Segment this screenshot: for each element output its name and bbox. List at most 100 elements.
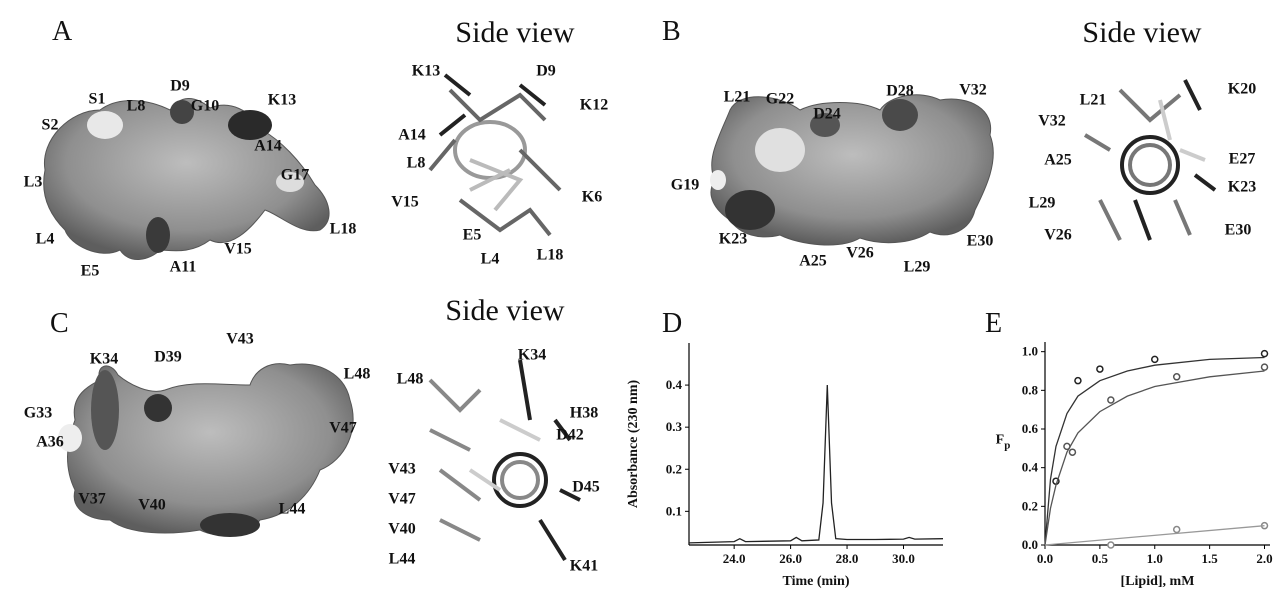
residue-label: L18 <box>537 247 564 264</box>
residue-label: H38 <box>570 405 598 422</box>
residue-label: G22 <box>766 91 794 108</box>
residue-label: L44 <box>389 551 416 568</box>
y-axis-label-main: F <box>996 433 1005 448</box>
x-tick-label: 28.0 <box>836 551 859 566</box>
residue-label: G33 <box>24 405 52 422</box>
residue-label: L21 <box>1080 92 1107 109</box>
data-line <box>1044 356 1265 546</box>
data-point <box>1068 448 1077 456</box>
residue-label: L21 <box>724 89 751 106</box>
x-tick-label: 1.0 <box>1147 551 1163 566</box>
y-tick-label: 0.6 <box>1022 421 1039 436</box>
residue-label: A36 <box>36 434 64 451</box>
y-tick-label: 0.3 <box>666 419 683 434</box>
residue-label: G10 <box>191 98 219 115</box>
residue-label: V47 <box>388 491 416 508</box>
residue-label: S1 <box>89 91 106 108</box>
residue-label: L4 <box>36 231 55 248</box>
surface-a <box>43 98 330 260</box>
residue-label: D24 <box>813 106 841 123</box>
y-tick-label: 0.2 <box>1022 498 1038 513</box>
y-tick-label: 0.2 <box>666 461 682 476</box>
surface-b <box>710 94 994 246</box>
helix-c <box>428 359 581 562</box>
panel-letter: B <box>662 16 681 47</box>
residue-label: D28 <box>886 83 914 100</box>
y-tick-label: 0.8 <box>1022 382 1039 397</box>
residue-label: E5 <box>81 263 100 280</box>
data-point <box>1151 355 1159 364</box>
residue-label: A25 <box>799 253 827 270</box>
data-point <box>1172 525 1181 534</box>
residue-label: E30 <box>1225 222 1252 239</box>
residue-label: A14 <box>254 138 282 155</box>
x-axis-label: [Lipid], mM <box>1121 574 1195 589</box>
residue-label: G19 <box>671 177 699 194</box>
helix-a <box>428 73 562 237</box>
y-tick-label: 0.4 <box>1022 460 1039 475</box>
residue-label: K12 <box>580 97 608 114</box>
y-tick-label: 0.4 <box>666 377 683 392</box>
data-line <box>1044 370 1265 546</box>
residue-label: V26 <box>1044 227 1072 244</box>
residue-label: L48 <box>344 366 371 383</box>
residue-label: V32 <box>959 82 987 99</box>
residue-label: G17 <box>281 167 309 184</box>
y-axis-label-sub: p <box>1004 440 1010 452</box>
data-point <box>1096 365 1104 373</box>
x-tick-label: 1.5 <box>1202 551 1219 566</box>
x-axis-label: Time (min) <box>782 574 849 589</box>
residue-label: D9 <box>536 63 556 80</box>
y-tick-label: 0.0 <box>1022 537 1038 552</box>
x-tick-label: 24.0 <box>723 551 746 566</box>
y-axis-label: Absorbance (230 nm) <box>626 380 641 509</box>
helix-b <box>1083 79 1217 241</box>
residue-label: K41 <box>570 558 598 575</box>
residue-label: L8 <box>127 98 146 115</box>
y-tick-label: 0.1 <box>666 503 682 518</box>
residue-label: V37 <box>78 491 106 508</box>
side-view-title: Side view <box>445 294 564 327</box>
charts: 24.0 26.0 28.0 30.0 0.1 0.2 0.3 0.4 Time (min) Ab… <box>626 342 1273 589</box>
residue-label: A14 <box>398 127 426 144</box>
residue-label: L8 <box>407 155 426 172</box>
residue-label: L44 <box>279 501 306 518</box>
residue-label: V32 <box>1038 113 1066 130</box>
residue-label: A25 <box>1044 152 1072 169</box>
residue-label: K13 <box>268 92 296 109</box>
data-line <box>688 385 944 544</box>
residue-label: V43 <box>388 461 416 478</box>
residue-label: K6 <box>582 189 602 206</box>
residue-label: L3 <box>24 174 43 191</box>
data-point <box>1260 363 1269 371</box>
residue-label: L29 <box>904 259 931 276</box>
residue-label: V40 <box>388 521 416 538</box>
residue-label: D45 <box>572 479 600 496</box>
data-point <box>1172 373 1181 381</box>
residue-label: V15 <box>224 241 252 258</box>
residue-label: K23 <box>1228 179 1256 196</box>
panel-letter: A <box>52 16 73 47</box>
x-tick-label: 0.5 <box>1092 551 1109 566</box>
panel-letter: C <box>50 308 69 339</box>
residue-label: K20 <box>1228 81 1256 98</box>
residue-label: L18 <box>330 221 357 238</box>
x-tick-label: 26.0 <box>779 551 802 566</box>
residue-label: D39 <box>154 349 182 366</box>
y-axis-label-main: Absorbance (230 nm) <box>626 380 641 509</box>
residue-label: E27 <box>1229 151 1256 168</box>
residue-label: L48 <box>397 371 424 388</box>
data-point <box>1107 396 1115 404</box>
x-tick-label: 30.0 <box>892 551 915 566</box>
residue-label: D9 <box>170 78 190 95</box>
residue-label: L29 <box>1029 195 1056 212</box>
residue-label: V26 <box>846 245 874 262</box>
data-line <box>1044 525 1265 546</box>
residue-label: E30 <box>967 233 994 250</box>
panel-letter: D <box>662 308 682 339</box>
residue-label: A11 <box>170 259 197 276</box>
surface-c <box>58 363 354 537</box>
residue-label: D42 <box>556 427 584 444</box>
